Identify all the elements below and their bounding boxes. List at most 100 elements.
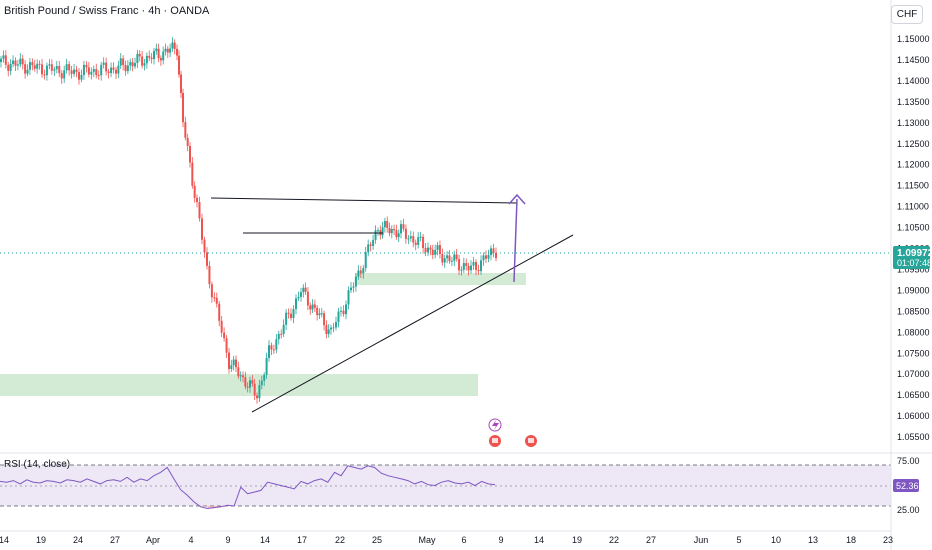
- candle-body: [75, 69, 78, 73]
- candle-body: [272, 349, 275, 351]
- candle-body: [85, 64, 88, 68]
- rsi-indicator-label[interactable]: RSI (14, close): [4, 459, 71, 470]
- candle-body: [450, 260, 453, 262]
- candle-body: [0, 58, 2, 63]
- candle-body: [316, 307, 319, 316]
- candle-body: [393, 228, 396, 231]
- price-tick-label: 1.11500: [897, 181, 929, 191]
- candle-body: [138, 53, 141, 57]
- candle-body: [73, 69, 76, 74]
- time-tick-label: 22: [335, 535, 345, 545]
- candle-body: [455, 254, 458, 259]
- candle-body: [458, 258, 461, 271]
- candle-body: [402, 224, 405, 229]
- candle-body: [80, 74, 83, 80]
- candle-body: [237, 367, 240, 377]
- candle-body: [325, 325, 328, 334]
- candle-body: [268, 345, 270, 358]
- price-axis[interactable]: 1.15000 1.14500 1.14000 1.13500 1.13000 1.125…: [897, 34, 930, 442]
- candle-body: [304, 287, 307, 292]
- time-tick-label: 14: [534, 535, 544, 545]
- candle-body: [337, 311, 340, 323]
- candle-body: [381, 227, 384, 236]
- candle-body: [470, 265, 472, 271]
- time-tick-label: 9: [225, 535, 230, 545]
- candle-body: [215, 297, 218, 304]
- candle-body: [482, 255, 485, 261]
- candle-body: [171, 42, 174, 49]
- candle-body: [306, 291, 309, 306]
- candle-body: [302, 287, 305, 293]
- candle-body: [357, 270, 360, 277]
- candle-body: [21, 58, 24, 65]
- currency-button[interactable]: CHF: [891, 5, 923, 24]
- candle-body: [115, 69, 117, 74]
- time-tick-label: Jun: [694, 535, 709, 545]
- candle-body: [453, 254, 456, 261]
- last-price-label: 1.09972: [897, 248, 932, 259]
- candle-body: [285, 312, 288, 325]
- time-tick-label: 22: [609, 535, 619, 545]
- candle-body: [335, 322, 337, 328]
- candle-body: [223, 332, 226, 339]
- candle-body: [82, 64, 85, 75]
- flag-glyph: [492, 438, 498, 443]
- price-tick-label: 1.07500: [897, 348, 930, 358]
- candle-body: [110, 67, 113, 74]
- price-tick-label: 1.08000: [897, 327, 930, 337]
- candle-body: [480, 260, 482, 272]
- candle-body: [244, 377, 247, 387]
- candle-body: [311, 304, 314, 310]
- price-tick-label: 1.13500: [897, 97, 930, 107]
- price-tick-label: 1.13000: [897, 118, 930, 128]
- candle-body: [141, 56, 144, 66]
- candle-body: [182, 92, 184, 123]
- time-axis[interactable]: 14 19 24 27 Apr 4 9 14 17 22 25 May 6 9 14 19 22 27 Jun 5 10…: [0, 535, 893, 545]
- candle-body: [191, 162, 194, 186]
- candle-body: [213, 297, 216, 299]
- candle-body: [122, 58, 125, 66]
- candle-body: [386, 221, 389, 228]
- support-zone: [0, 374, 478, 396]
- candle-body: [397, 233, 400, 238]
- time-tick-label: 23: [883, 535, 893, 545]
- candle-body: [467, 265, 470, 271]
- candle-body: [230, 365, 233, 370]
- candle-body: [327, 329, 330, 334]
- time-tick-label: 10: [771, 535, 781, 545]
- candle-body: [290, 313, 292, 319]
- candle-body: [208, 265, 211, 285]
- candle-body: [53, 69, 56, 71]
- price-tick-label: 1.15000: [897, 34, 930, 44]
- rsi-value-badge: [893, 479, 919, 492]
- candle-body: [38, 63, 41, 65]
- candle-body: [19, 58, 22, 65]
- candle-body: [68, 64, 71, 71]
- candle-body: [119, 58, 122, 66]
- bar-countdown-label: 01:07:48: [897, 258, 932, 268]
- pennant-top-trendline: [210, 197, 518, 204]
- candle-body: [24, 64, 27, 74]
- candle-body: [300, 292, 302, 297]
- candle-body: [206, 252, 208, 266]
- time-tick-label: 4: [188, 535, 193, 545]
- candle-body: [350, 287, 352, 291]
- candle-body: [429, 247, 432, 250]
- candle-body: [189, 146, 191, 163]
- candle-body: [412, 236, 415, 243]
- rsi-line: [0, 465, 496, 510]
- candle-body: [295, 298, 297, 310]
- candle-body: [12, 60, 15, 65]
- candle-body: [374, 230, 377, 240]
- candle-body: [228, 352, 230, 370]
- candle-body: [148, 55, 151, 58]
- candle-body: [462, 263, 465, 270]
- candle-body: [239, 375, 242, 377]
- price-tick-label: 1.05500: [897, 432, 930, 442]
- candle-body: [134, 63, 136, 67]
- candle-body: [124, 65, 127, 72]
- price-tick-label: 1.14500: [897, 55, 930, 65]
- candle-body: [395, 230, 398, 238]
- candle-body: [256, 395, 258, 399]
